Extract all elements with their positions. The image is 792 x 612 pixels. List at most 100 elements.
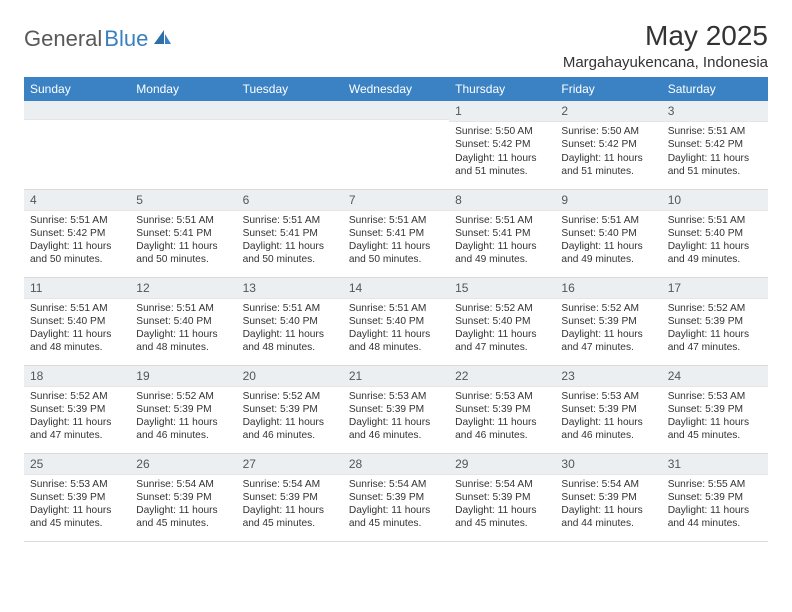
daylight-text: Daylight: 11 hours and 46 minutes. bbox=[561, 416, 655, 443]
day-number: 31 bbox=[662, 454, 768, 475]
sunset-text: Sunset: 5:40 PM bbox=[668, 227, 762, 240]
day-number: 27 bbox=[237, 454, 343, 475]
day-header: Monday bbox=[130, 77, 236, 101]
day-number: 21 bbox=[343, 366, 449, 387]
sunrise-text: Sunrise: 5:53 AM bbox=[561, 390, 655, 403]
calendar-cell: 18Sunrise: 5:52 AMSunset: 5:39 PMDayligh… bbox=[24, 365, 130, 453]
day-details: Sunrise: 5:53 AMSunset: 5:39 PMDaylight:… bbox=[343, 387, 449, 447]
calendar-cell: 23Sunrise: 5:53 AMSunset: 5:39 PMDayligh… bbox=[555, 365, 661, 453]
sunrise-text: Sunrise: 5:52 AM bbox=[455, 302, 549, 315]
day-details: Sunrise: 5:52 AMSunset: 5:39 PMDaylight:… bbox=[237, 387, 343, 447]
brand-logo: GeneralBlue bbox=[24, 20, 172, 52]
daylight-text: Daylight: 11 hours and 45 minutes. bbox=[349, 504, 443, 531]
day-number: 20 bbox=[237, 366, 343, 387]
day-number: 5 bbox=[130, 190, 236, 211]
sunrise-text: Sunrise: 5:51 AM bbox=[668, 214, 762, 227]
day-number: 10 bbox=[662, 190, 768, 211]
sunrise-text: Sunrise: 5:51 AM bbox=[243, 302, 337, 315]
daylight-text: Daylight: 11 hours and 46 minutes. bbox=[136, 416, 230, 443]
calendar-cell: 1Sunrise: 5:50 AMSunset: 5:42 PMDaylight… bbox=[449, 101, 555, 189]
sunset-text: Sunset: 5:39 PM bbox=[561, 491, 655, 504]
sunset-text: Sunset: 5:39 PM bbox=[30, 403, 124, 416]
daylight-text: Daylight: 11 hours and 45 minutes. bbox=[30, 504, 124, 531]
daylight-text: Daylight: 11 hours and 50 minutes. bbox=[136, 240, 230, 267]
day-details: Sunrise: 5:52 AMSunset: 5:39 PMDaylight:… bbox=[130, 387, 236, 447]
calendar-cell: 3Sunrise: 5:51 AMSunset: 5:42 PMDaylight… bbox=[662, 101, 768, 189]
calendar-cell: 21Sunrise: 5:53 AMSunset: 5:39 PMDayligh… bbox=[343, 365, 449, 453]
sunrise-text: Sunrise: 5:51 AM bbox=[30, 302, 124, 315]
daylight-text: Daylight: 11 hours and 48 minutes. bbox=[136, 328, 230, 355]
day-number: 6 bbox=[237, 190, 343, 211]
day-details: Sunrise: 5:51 AMSunset: 5:42 PMDaylight:… bbox=[662, 122, 768, 182]
calendar-cell: 6Sunrise: 5:51 AMSunset: 5:41 PMDaylight… bbox=[237, 189, 343, 277]
sunset-text: Sunset: 5:40 PM bbox=[136, 315, 230, 328]
calendar-cell: 13Sunrise: 5:51 AMSunset: 5:40 PMDayligh… bbox=[237, 277, 343, 365]
daylight-text: Daylight: 11 hours and 45 minutes. bbox=[668, 416, 762, 443]
header: GeneralBlue May 2025 Margahayukencana, I… bbox=[24, 20, 768, 71]
sunset-text: Sunset: 5:39 PM bbox=[668, 403, 762, 416]
day-details: Sunrise: 5:51 AMSunset: 5:40 PMDaylight:… bbox=[130, 299, 236, 359]
daylight-text: Daylight: 11 hours and 45 minutes. bbox=[455, 504, 549, 531]
day-number: 11 bbox=[24, 278, 130, 299]
day-number: 2 bbox=[555, 101, 661, 122]
day-details: Sunrise: 5:55 AMSunset: 5:39 PMDaylight:… bbox=[662, 475, 768, 535]
daylight-text: Daylight: 11 hours and 49 minutes. bbox=[561, 240, 655, 267]
calendar-body: 1Sunrise: 5:50 AMSunset: 5:42 PMDaylight… bbox=[24, 101, 768, 541]
calendar-cell: 14Sunrise: 5:51 AMSunset: 5:40 PMDayligh… bbox=[343, 277, 449, 365]
sunset-text: Sunset: 5:39 PM bbox=[136, 491, 230, 504]
day-header: Saturday bbox=[662, 77, 768, 101]
day-details: Sunrise: 5:53 AMSunset: 5:39 PMDaylight:… bbox=[555, 387, 661, 447]
day-details: Sunrise: 5:51 AMSunset: 5:41 PMDaylight:… bbox=[449, 211, 555, 271]
day-details: Sunrise: 5:51 AMSunset: 5:42 PMDaylight:… bbox=[24, 211, 130, 271]
calendar-week: 1Sunrise: 5:50 AMSunset: 5:42 PMDaylight… bbox=[24, 101, 768, 189]
day-details: Sunrise: 5:51 AMSunset: 5:41 PMDaylight:… bbox=[237, 211, 343, 271]
sunrise-text: Sunrise: 5:50 AM bbox=[561, 125, 655, 138]
day-number: 7 bbox=[343, 190, 449, 211]
daylight-text: Daylight: 11 hours and 50 minutes. bbox=[243, 240, 337, 267]
sunrise-text: Sunrise: 5:51 AM bbox=[243, 214, 337, 227]
sunset-text: Sunset: 5:39 PM bbox=[561, 315, 655, 328]
daylight-text: Daylight: 11 hours and 47 minutes. bbox=[30, 416, 124, 443]
day-number: 25 bbox=[24, 454, 130, 475]
calendar-cell: 19Sunrise: 5:52 AMSunset: 5:39 PMDayligh… bbox=[130, 365, 236, 453]
sunset-text: Sunset: 5:42 PM bbox=[30, 227, 124, 240]
day-number: 4 bbox=[24, 190, 130, 211]
day-details: Sunrise: 5:52 AMSunset: 5:39 PMDaylight:… bbox=[24, 387, 130, 447]
calendar-cell: 5Sunrise: 5:51 AMSunset: 5:41 PMDaylight… bbox=[130, 189, 236, 277]
day-number-bar bbox=[24, 101, 130, 120]
daylight-text: Daylight: 11 hours and 51 minutes. bbox=[561, 152, 655, 179]
day-details: Sunrise: 5:54 AMSunset: 5:39 PMDaylight:… bbox=[343, 475, 449, 535]
day-details: Sunrise: 5:51 AMSunset: 5:41 PMDaylight:… bbox=[343, 211, 449, 271]
day-details: Sunrise: 5:53 AMSunset: 5:39 PMDaylight:… bbox=[24, 475, 130, 535]
daylight-text: Daylight: 11 hours and 48 minutes. bbox=[30, 328, 124, 355]
sunrise-text: Sunrise: 5:51 AM bbox=[30, 214, 124, 227]
day-number: 30 bbox=[555, 454, 661, 475]
sunset-text: Sunset: 5:40 PM bbox=[349, 315, 443, 328]
calendar-cell: 28Sunrise: 5:54 AMSunset: 5:39 PMDayligh… bbox=[343, 453, 449, 541]
day-details: Sunrise: 5:54 AMSunset: 5:39 PMDaylight:… bbox=[555, 475, 661, 535]
day-details: Sunrise: 5:50 AMSunset: 5:42 PMDaylight:… bbox=[449, 122, 555, 182]
calendar-cell: 29Sunrise: 5:54 AMSunset: 5:39 PMDayligh… bbox=[449, 453, 555, 541]
sunset-text: Sunset: 5:40 PM bbox=[30, 315, 124, 328]
sunrise-text: Sunrise: 5:52 AM bbox=[561, 302, 655, 315]
sunset-text: Sunset: 5:39 PM bbox=[349, 491, 443, 504]
month-title: May 2025 bbox=[563, 20, 768, 52]
day-number: 29 bbox=[449, 454, 555, 475]
calendar-cell: 26Sunrise: 5:54 AMSunset: 5:39 PMDayligh… bbox=[130, 453, 236, 541]
daylight-text: Daylight: 11 hours and 45 minutes. bbox=[243, 504, 337, 531]
day-number-bar bbox=[130, 101, 236, 120]
day-details: Sunrise: 5:51 AMSunset: 5:40 PMDaylight:… bbox=[343, 299, 449, 359]
sunset-text: Sunset: 5:42 PM bbox=[455, 138, 549, 151]
sunset-text: Sunset: 5:39 PM bbox=[349, 403, 443, 416]
daylight-text: Daylight: 11 hours and 49 minutes. bbox=[455, 240, 549, 267]
daylight-text: Daylight: 11 hours and 50 minutes. bbox=[349, 240, 443, 267]
day-details: Sunrise: 5:54 AMSunset: 5:39 PMDaylight:… bbox=[130, 475, 236, 535]
day-header: Wednesday bbox=[343, 77, 449, 101]
calendar-cell bbox=[343, 101, 449, 189]
day-details: Sunrise: 5:51 AMSunset: 5:40 PMDaylight:… bbox=[662, 211, 768, 271]
sunrise-text: Sunrise: 5:51 AM bbox=[136, 214, 230, 227]
calendar-cell: 20Sunrise: 5:52 AMSunset: 5:39 PMDayligh… bbox=[237, 365, 343, 453]
daylight-text: Daylight: 11 hours and 45 minutes. bbox=[136, 504, 230, 531]
day-header: Tuesday bbox=[237, 77, 343, 101]
calendar-week: 18Sunrise: 5:52 AMSunset: 5:39 PMDayligh… bbox=[24, 365, 768, 453]
